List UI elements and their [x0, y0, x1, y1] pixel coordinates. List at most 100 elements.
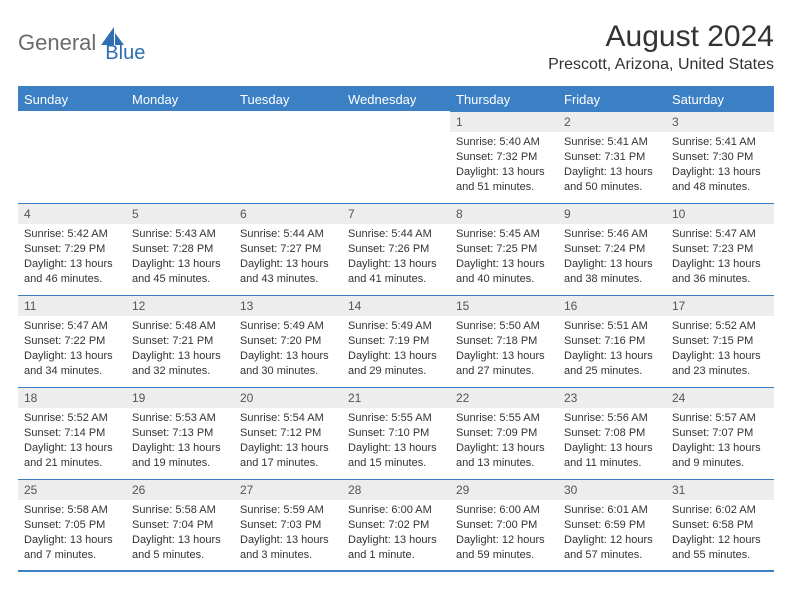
calendar-day-cell: 21Sunrise: 5:55 AMSunset: 7:10 PMDayligh… — [342, 387, 450, 479]
day-number: 29 — [450, 479, 558, 500]
day-number: 27 — [234, 479, 342, 500]
day-data: Sunrise: 5:58 AMSunset: 7:05 PMDaylight:… — [18, 500, 126, 568]
day-data: Sunrise: 5:40 AMSunset: 7:32 PMDaylight:… — [450, 132, 558, 200]
location-subtitle: Prescott, Arizona, United States — [548, 56, 774, 74]
day-data: Sunrise: 5:42 AMSunset: 7:29 PMDaylight:… — [18, 224, 126, 292]
calendar-day-cell: 17Sunrise: 5:52 AMSunset: 7:15 PMDayligh… — [666, 295, 774, 387]
calendar-week-row: 25Sunrise: 5:58 AMSunset: 7:05 PMDayligh… — [18, 479, 774, 571]
day-data: Sunrise: 5:57 AMSunset: 7:07 PMDaylight:… — [666, 408, 774, 476]
day-number: 7 — [342, 203, 450, 224]
calendar-day-cell: 19Sunrise: 5:53 AMSunset: 7:13 PMDayligh… — [126, 387, 234, 479]
day-data: Sunrise: 5:44 AMSunset: 7:27 PMDaylight:… — [234, 224, 342, 292]
day-number: 1 — [450, 111, 558, 132]
header: General Blue August 2024 Prescott, Arizo… — [18, 20, 774, 74]
calendar-week-row: 18Sunrise: 5:52 AMSunset: 7:14 PMDayligh… — [18, 387, 774, 479]
calendar-day-cell: 14Sunrise: 5:49 AMSunset: 7:19 PMDayligh… — [342, 295, 450, 387]
weekday-header-row: SundayMondayTuesdayWednesdayThursdayFrid… — [18, 87, 774, 111]
calendar-day-cell: 15Sunrise: 5:50 AMSunset: 7:18 PMDayligh… — [450, 295, 558, 387]
day-number: 17 — [666, 295, 774, 316]
calendar-day-cell: 3Sunrise: 5:41 AMSunset: 7:30 PMDaylight… — [666, 111, 774, 203]
day-data: Sunrise: 5:43 AMSunset: 7:28 PMDaylight:… — [126, 224, 234, 292]
day-number: 20 — [234, 387, 342, 408]
day-data: Sunrise: 5:49 AMSunset: 7:19 PMDaylight:… — [342, 316, 450, 384]
brand-part1: General — [18, 30, 96, 56]
calendar-day-cell: 13Sunrise: 5:49 AMSunset: 7:20 PMDayligh… — [234, 295, 342, 387]
day-data: Sunrise: 6:02 AMSunset: 6:58 PMDaylight:… — [666, 500, 774, 568]
day-data: Sunrise: 6:00 AMSunset: 7:00 PMDaylight:… — [450, 500, 558, 568]
day-data: Sunrise: 5:54 AMSunset: 7:12 PMDaylight:… — [234, 408, 342, 476]
calendar-day-cell: 5Sunrise: 5:43 AMSunset: 7:28 PMDaylight… — [126, 203, 234, 295]
day-number: 14 — [342, 295, 450, 316]
day-data: Sunrise: 5:46 AMSunset: 7:24 PMDaylight:… — [558, 224, 666, 292]
day-data: Sunrise: 5:52 AMSunset: 7:15 PMDaylight:… — [666, 316, 774, 384]
day-number: 19 — [126, 387, 234, 408]
calendar-body: 1Sunrise: 5:40 AMSunset: 7:32 PMDaylight… — [18, 111, 774, 571]
calendar-day-cell — [126, 111, 234, 203]
day-data: Sunrise: 5:55 AMSunset: 7:10 PMDaylight:… — [342, 408, 450, 476]
day-number: 30 — [558, 479, 666, 500]
day-number: 21 — [342, 387, 450, 408]
calendar-day-cell: 25Sunrise: 5:58 AMSunset: 7:05 PMDayligh… — [18, 479, 126, 571]
day-number: 8 — [450, 203, 558, 224]
calendar-day-cell: 11Sunrise: 5:47 AMSunset: 7:22 PMDayligh… — [18, 295, 126, 387]
calendar-day-cell: 28Sunrise: 6:00 AMSunset: 7:02 PMDayligh… — [342, 479, 450, 571]
calendar-day-cell: 6Sunrise: 5:44 AMSunset: 7:27 PMDaylight… — [234, 203, 342, 295]
calendar-day-cell: 10Sunrise: 5:47 AMSunset: 7:23 PMDayligh… — [666, 203, 774, 295]
calendar-day-cell: 18Sunrise: 5:52 AMSunset: 7:14 PMDayligh… — [18, 387, 126, 479]
day-data: Sunrise: 5:50 AMSunset: 7:18 PMDaylight:… — [450, 316, 558, 384]
day-data: Sunrise: 5:47 AMSunset: 7:22 PMDaylight:… — [18, 316, 126, 384]
calendar-day-cell: 31Sunrise: 6:02 AMSunset: 6:58 PMDayligh… — [666, 479, 774, 571]
weekday-header: Friday — [558, 87, 666, 111]
day-number: 23 — [558, 387, 666, 408]
calendar-day-cell: 26Sunrise: 5:58 AMSunset: 7:04 PMDayligh… — [126, 479, 234, 571]
day-number: 11 — [18, 295, 126, 316]
calendar-day-cell: 8Sunrise: 5:45 AMSunset: 7:25 PMDaylight… — [450, 203, 558, 295]
day-data: Sunrise: 5:41 AMSunset: 7:30 PMDaylight:… — [666, 132, 774, 200]
day-number: 2 — [558, 111, 666, 132]
weekday-header: Thursday — [450, 87, 558, 111]
day-number: 13 — [234, 295, 342, 316]
day-data: Sunrise: 5:53 AMSunset: 7:13 PMDaylight:… — [126, 408, 234, 476]
day-data: Sunrise: 6:01 AMSunset: 6:59 PMDaylight:… — [558, 500, 666, 568]
calendar-day-cell — [18, 111, 126, 203]
day-number: 31 — [666, 479, 774, 500]
calendar-week-row: 1Sunrise: 5:40 AMSunset: 7:32 PMDaylight… — [18, 111, 774, 203]
day-data: Sunrise: 5:49 AMSunset: 7:20 PMDaylight:… — [234, 316, 342, 384]
day-data: Sunrise: 5:45 AMSunset: 7:25 PMDaylight:… — [450, 224, 558, 292]
calendar-day-cell — [234, 111, 342, 203]
calendar-day-cell: 7Sunrise: 5:44 AMSunset: 7:26 PMDaylight… — [342, 203, 450, 295]
calendar-day-cell: 9Sunrise: 5:46 AMSunset: 7:24 PMDaylight… — [558, 203, 666, 295]
day-number: 24 — [666, 387, 774, 408]
day-number: 16 — [558, 295, 666, 316]
calendar-week-row: 11Sunrise: 5:47 AMSunset: 7:22 PMDayligh… — [18, 295, 774, 387]
day-data: Sunrise: 5:41 AMSunset: 7:31 PMDaylight:… — [558, 132, 666, 200]
calendar-day-cell: 24Sunrise: 5:57 AMSunset: 7:07 PMDayligh… — [666, 387, 774, 479]
day-data: Sunrise: 6:00 AMSunset: 7:02 PMDaylight:… — [342, 500, 450, 568]
weekday-header: Tuesday — [234, 87, 342, 111]
calendar-day-cell: 23Sunrise: 5:56 AMSunset: 7:08 PMDayligh… — [558, 387, 666, 479]
day-number: 28 — [342, 479, 450, 500]
brand-logo: General Blue — [18, 20, 145, 65]
day-number: 15 — [450, 295, 558, 316]
calendar-day-cell: 27Sunrise: 5:59 AMSunset: 7:03 PMDayligh… — [234, 479, 342, 571]
calendar-table: SundayMondayTuesdayWednesdayThursdayFrid… — [18, 86, 774, 572]
weekday-header: Monday — [126, 87, 234, 111]
day-data: Sunrise: 5:44 AMSunset: 7:26 PMDaylight:… — [342, 224, 450, 292]
day-number: 22 — [450, 387, 558, 408]
calendar-day-cell: 12Sunrise: 5:48 AMSunset: 7:21 PMDayligh… — [126, 295, 234, 387]
calendar-day-cell: 20Sunrise: 5:54 AMSunset: 7:12 PMDayligh… — [234, 387, 342, 479]
calendar-day-cell: 30Sunrise: 6:01 AMSunset: 6:59 PMDayligh… — [558, 479, 666, 571]
day-number: 3 — [666, 111, 774, 132]
day-data: Sunrise: 5:52 AMSunset: 7:14 PMDaylight:… — [18, 408, 126, 476]
day-data: Sunrise: 5:58 AMSunset: 7:04 PMDaylight:… — [126, 500, 234, 568]
calendar-week-row: 4Sunrise: 5:42 AMSunset: 7:29 PMDaylight… — [18, 203, 774, 295]
month-year-title: August 2024 — [548, 20, 774, 54]
calendar-day-cell: 4Sunrise: 5:42 AMSunset: 7:29 PMDaylight… — [18, 203, 126, 295]
weekday-header: Saturday — [666, 87, 774, 111]
day-data: Sunrise: 5:56 AMSunset: 7:08 PMDaylight:… — [558, 408, 666, 476]
day-number: 18 — [18, 387, 126, 408]
day-number: 4 — [18, 203, 126, 224]
brand-part2: Blue — [105, 42, 145, 65]
day-data: Sunrise: 5:48 AMSunset: 7:21 PMDaylight:… — [126, 316, 234, 384]
weekday-header: Wednesday — [342, 87, 450, 111]
